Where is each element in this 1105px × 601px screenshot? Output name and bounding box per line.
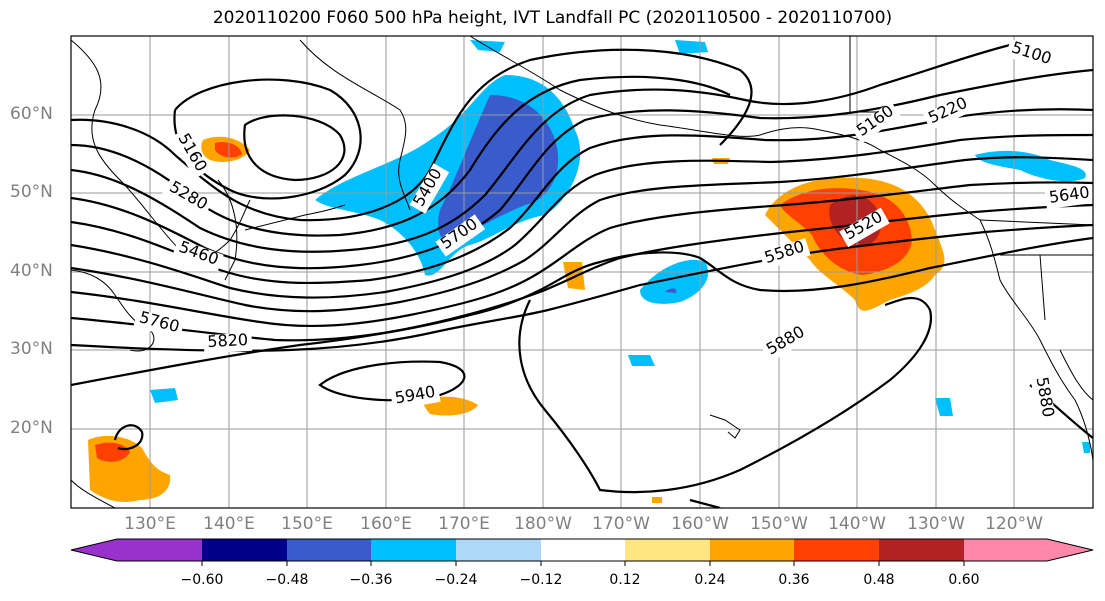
- lat-label-40n: 40°N: [10, 261, 53, 281]
- lon-label-160w: 160°W: [671, 514, 729, 534]
- colorbar: [70, 538, 1094, 566]
- lon-label-150e: 150°E: [281, 514, 333, 534]
- ivt-negative-shading: [150, 40, 1090, 453]
- lat-label-60n: 60°N: [10, 104, 53, 124]
- lat-label-30n: 30°N: [10, 339, 53, 359]
- colorbar-segment: [625, 539, 710, 561]
- colorbar-tick-label: −0.24: [434, 572, 478, 588]
- colorbar-segment: [371, 539, 456, 561]
- contour-label-5820: 5820: [203, 330, 253, 354]
- colorbar-outline: [70, 538, 1094, 562]
- contour-label-5880-b: 5880: [1029, 372, 1059, 423]
- contour-label-5100: 5100: [1005, 37, 1057, 72]
- map-frame: [70, 35, 1094, 509]
- colorbar-extend-high: [1047, 539, 1093, 561]
- colorbar-segment: [117, 539, 202, 561]
- colorbar-segment: [879, 539, 964, 561]
- colorbar-tick-label: −0.36: [349, 572, 393, 588]
- contour-label-5880: 5880: [761, 322, 812, 363]
- height-contours: [71, 43, 1093, 508]
- svg-text:5880: 5880: [1033, 375, 1059, 418]
- contour-label-5580: 5580: [759, 236, 811, 271]
- colorbar-tick-label: 0.60: [948, 572, 980, 588]
- lon-label-150w: 150°W: [750, 514, 808, 534]
- contour-label-5460: 5460: [172, 237, 224, 272]
- colorbar-tick-label: −0.12: [519, 572, 563, 588]
- lon-label-170w: 170°W: [592, 514, 650, 534]
- contour-labels: 5100 5160 5160 5220 5280 5400 5460 5520 …: [133, 37, 1093, 423]
- lon-label-170e: 170°E: [438, 514, 490, 534]
- lon-label-130e: 130°E: [124, 514, 176, 534]
- colorbar-tick-label: −0.48: [265, 572, 309, 588]
- lon-label-180w: 180°W: [514, 514, 572, 534]
- lat-label-20n: 20°N: [10, 418, 53, 438]
- ivt-positive-shading: [88, 136, 945, 503]
- colorbar-tick-label: 0.36: [778, 572, 810, 588]
- lon-label-120w: 120°W: [985, 514, 1043, 534]
- colorbar-extend-low: [71, 539, 117, 561]
- lon-label-130w: 130°W: [907, 514, 965, 534]
- colorbar-tick-label: −0.60: [180, 572, 224, 588]
- colorbar-tick-label: 0.24: [694, 572, 726, 588]
- colorbar-tick-label: 0.48: [863, 572, 895, 588]
- colorbar-segment: [710, 539, 794, 561]
- lat-label-50n: 50°N: [10, 182, 53, 202]
- colorbar-tick-label: 0.12: [609, 572, 641, 588]
- map-title: 2020110200 F060 500 hPa height, IVT Land…: [212, 8, 893, 28]
- colorbar-segment: [794, 539, 879, 561]
- lon-label-140w: 140°W: [828, 514, 886, 534]
- contour-label-5760: 5760: [133, 307, 185, 340]
- colorbar-segment: [202, 539, 287, 561]
- colorbar-segment: [456, 539, 541, 561]
- colorbar-segment: [287, 539, 371, 561]
- lon-label-140e: 140°E: [203, 514, 255, 534]
- colorbar-segment: [964, 539, 1047, 561]
- lon-label-160e: 160°E: [360, 514, 412, 534]
- contour-label-5640: 5640: [1044, 182, 1093, 210]
- colorbar-segment: [541, 539, 625, 561]
- svg-text:5820: 5820: [207, 330, 249, 351]
